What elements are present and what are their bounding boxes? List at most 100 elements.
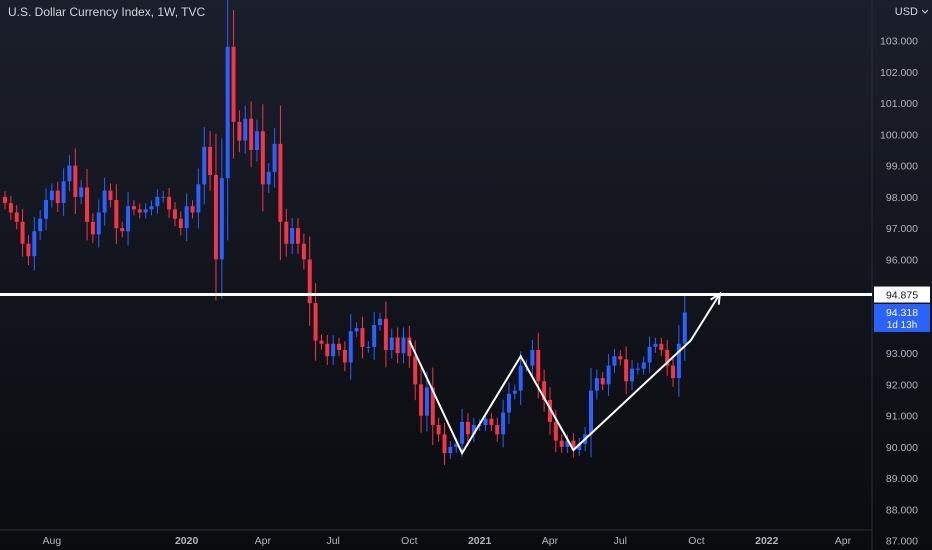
candle-body	[501, 412, 506, 435]
candle-body	[161, 196, 166, 198]
candle-body	[542, 381, 547, 400]
candle-body	[249, 118, 254, 150]
candle-body	[231, 46, 236, 122]
currency-label[interactable]: USD	[894, 6, 918, 18]
chevron-down-icon[interactable]	[922, 9, 928, 15]
candle-body	[518, 365, 523, 391]
candle-body	[559, 440, 564, 447]
y-tick-label: 97.000	[886, 223, 918, 235]
candle-body	[296, 228, 300, 244]
candle-body	[67, 165, 72, 182]
candle-body	[301, 243, 306, 260]
x-tick-label: Jul	[614, 535, 627, 547]
candle-body	[167, 196, 172, 210]
candle-body	[647, 346, 652, 363]
candle-body	[424, 387, 429, 416]
candle-body	[413, 356, 418, 385]
y-tick-label: 93.000	[886, 348, 918, 360]
candle-body	[553, 421, 558, 441]
pattern-polyline	[408, 293, 721, 456]
candle-body	[571, 440, 576, 450]
candle-body	[108, 190, 113, 200]
candle-body	[114, 200, 119, 229]
candle-body	[44, 200, 49, 219]
y-tick-label: 91.000	[886, 411, 918, 423]
candle-body	[471, 425, 476, 435]
y-tick-label: 100.000	[880, 129, 918, 141]
candle-body	[85, 187, 90, 222]
candle-body	[143, 209, 148, 213]
candle-body	[90, 221, 95, 235]
candle-body	[178, 218, 183, 229]
candle-body	[577, 443, 582, 450]
candle-body	[208, 146, 213, 175]
y-tick-label: 87.000	[886, 536, 918, 548]
candle-body	[131, 206, 136, 210]
x-tick-label: Aug	[43, 535, 62, 547]
candle-body	[606, 365, 611, 385]
candle-body	[348, 331, 353, 363]
y-tick-label: 99.000	[886, 161, 918, 173]
candle-body	[149, 206, 154, 210]
candle-body	[436, 425, 441, 435]
candle-body	[14, 212, 19, 222]
x-tick-label: 2022	[755, 535, 779, 547]
y-tick-label: 89.000	[886, 473, 918, 485]
candle-body	[360, 328, 365, 347]
x-tick-label: Jul	[326, 535, 339, 547]
candle-body	[8, 203, 13, 213]
y-tick-label: 92.000	[886, 379, 918, 391]
candle-body	[659, 343, 664, 350]
candle-body	[682, 312, 687, 344]
candle-body	[378, 318, 383, 325]
candle-body	[73, 165, 78, 197]
candle-body	[96, 212, 101, 235]
last-price-countdown: 1d 13h	[887, 320, 918, 331]
candle-body	[266, 171, 271, 185]
candle-body	[243, 118, 248, 141]
candle-body	[102, 190, 107, 213]
x-tick-label: Oct	[688, 535, 704, 547]
candle-body	[237, 121, 242, 141]
y-tick-label: 90.000	[886, 442, 918, 454]
candle-body	[641, 362, 646, 369]
candle-body	[589, 390, 593, 435]
candle-body	[260, 131, 265, 185]
candle-body	[337, 343, 342, 350]
candle-body	[213, 175, 218, 260]
candle-body	[172, 209, 177, 219]
y-tick-label: 98.000	[886, 192, 918, 204]
y-tick-label: 103.000	[880, 36, 918, 48]
candle-body	[465, 421, 470, 435]
candle-body	[278, 143, 283, 222]
candle-body	[536, 350, 541, 382]
candle-body	[32, 231, 37, 257]
y-tick-label: 101.000	[880, 98, 918, 110]
x-tick-label: Apr	[542, 535, 559, 547]
candle-body	[442, 434, 447, 454]
arrow-head-icon	[710, 291, 722, 305]
candle-body	[594, 378, 599, 391]
x-tick-label: 2020	[175, 535, 199, 547]
candle-body	[61, 181, 66, 204]
x-tick-label: Apr	[835, 535, 852, 547]
candle-body	[454, 443, 459, 447]
candle-body	[55, 190, 60, 204]
candle-body	[196, 184, 201, 213]
candle-body	[272, 143, 277, 172]
candle-body	[665, 350, 670, 366]
candle-body	[354, 328, 359, 332]
candle-body	[254, 131, 259, 150]
y-tick-label: 102.000	[880, 67, 918, 79]
candle-body	[26, 243, 31, 257]
candle-body	[419, 384, 424, 416]
candle-body	[184, 206, 189, 229]
candle-body	[512, 390, 517, 394]
candle-body	[79, 187, 84, 197]
candle-body	[389, 337, 394, 350]
candle-body	[635, 368, 640, 370]
candle-body	[383, 318, 388, 350]
candle-body	[676, 343, 681, 379]
